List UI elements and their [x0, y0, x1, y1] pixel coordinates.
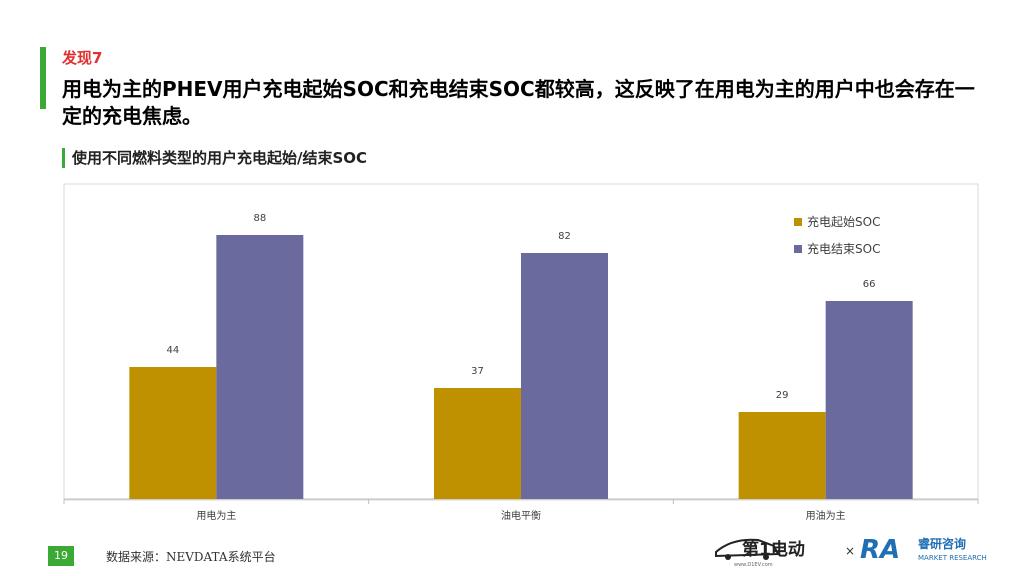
data-label: 88: [253, 213, 266, 224]
x-tick-label: 用油为主: [806, 509, 846, 522]
data-label: 66: [863, 279, 876, 290]
ra-logo-cn: 睿研咨询: [918, 536, 966, 551]
source-note: 数据来源：NEVDATA系统平台: [106, 550, 276, 564]
data-label: 44: [166, 345, 179, 356]
d1ev-logo: 第1电动 www.D1EV.com: [715, 538, 805, 568]
bar: [825, 301, 913, 499]
bar: [738, 412, 826, 499]
subtitle-accent-bar: [62, 148, 65, 168]
chart-subtitle: 使用不同燃料类型的用户充电起始/结束SOC: [72, 149, 368, 167]
bar: [521, 253, 608, 499]
partner-logos: 第1电动 www.D1EV.com × RA 睿研咨询 MARKET RESEA…: [715, 535, 987, 568]
x-tick-label: 用电为主: [196, 509, 236, 522]
data-label: 29: [776, 390, 789, 401]
bar: [216, 235, 304, 499]
x-tick-label: 油电平衡: [501, 509, 541, 522]
legend-label: 充电结束SOC: [807, 241, 880, 256]
ra-logo-mark: RA: [860, 535, 900, 565]
page-headline: 用电为主的PHEV用户充电起始SOC和充电结束SOC都较高，这反映了在用电为主的…: [62, 77, 975, 128]
accent-bar: [40, 47, 46, 109]
page-number: 19: [48, 546, 74, 566]
legend-swatch: [794, 218, 802, 226]
d1ev-logo-url: www.D1EV.com: [734, 562, 773, 568]
legend-label: 充电起始SOC: [807, 214, 880, 229]
finding-label: 发现7: [62, 49, 103, 67]
legend-swatch: [794, 245, 802, 253]
times-sign: ×: [845, 544, 855, 558]
data-label: 37: [471, 366, 484, 377]
bar: [129, 367, 217, 499]
ra-logo-en: MARKET RESEARCH: [918, 554, 987, 562]
plot-area-border: [63, 183, 979, 501]
data-label: 82: [558, 231, 571, 242]
bar: [434, 388, 521, 499]
ra-logo: RA 睿研咨询 MARKET RESEARCH: [860, 535, 987, 565]
d1ev-logo-text: 第1电动: [742, 539, 805, 560]
